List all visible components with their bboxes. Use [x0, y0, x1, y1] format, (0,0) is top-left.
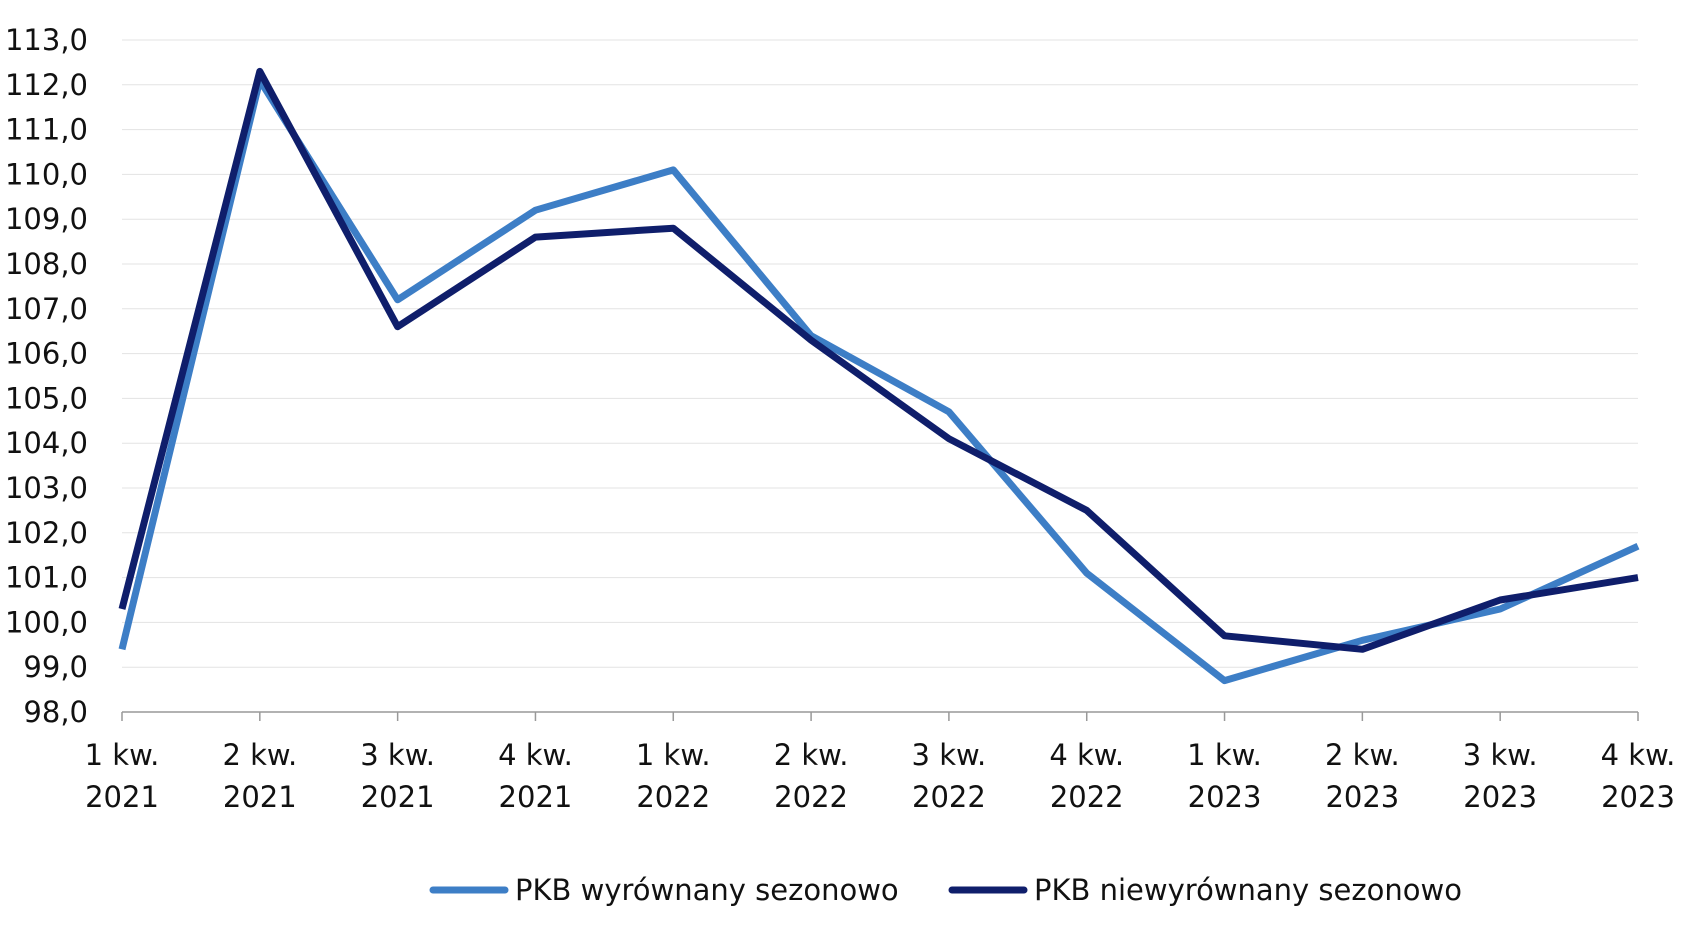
x-tick-label: 3 kw. 2022 — [912, 738, 987, 814]
x-tick-label: 2 kw. 2021 — [222, 738, 297, 814]
y-tick-label: 105,0 — [5, 381, 88, 415]
gridlines — [122, 39, 1638, 668]
x-tick-label: 4 kw. 2022 — [1049, 738, 1124, 814]
y-axis: 98,0 99,0 100,0 101,0 102,0 103,0 104,0 105,0 10… — [5, 23, 88, 729]
y-tick-label: 104,0 — [5, 426, 88, 460]
x-axis: 1 kw. 2021 2 kw. 2021 3 kw. 2021 4 kw. 2021 1 kw… — [85, 711, 1676, 814]
legend-label: PKB niewyrównany sezonowo — [1034, 873, 1462, 907]
y-tick-label: 98,0 — [23, 695, 88, 729]
y-tick-label: 111,0 — [5, 113, 88, 147]
y-tick-label: 112,0 — [5, 68, 88, 102]
y-tick-label: 107,0 — [5, 292, 88, 326]
y-tick-label: 110,0 — [5, 157, 88, 191]
x-tick-label: 3 kw. 2023 — [1463, 738, 1538, 814]
x-tick-label: 1 kw. 2023 — [1187, 738, 1262, 814]
x-tick-label: 2 kw. 2023 — [1325, 738, 1400, 814]
y-tick-label: 99,0 — [23, 650, 88, 684]
y-tick-label: 106,0 — [5, 337, 88, 371]
y-tick-label: 101,0 — [5, 561, 88, 595]
y-tick-label: 102,0 — [5, 516, 88, 550]
legend: PKB wyrównany sezonowo PKB niewyrównany s… — [429, 873, 1462, 907]
y-tick-label: 113,0 — [5, 23, 88, 57]
x-tick-label: 1 kw. 2022 — [636, 738, 711, 814]
x-tick-label: 1 kw. 2021 — [85, 738, 160, 814]
series-line-1 — [118, 76, 1640, 685]
x-tick-label: 3 kw. 2021 — [360, 738, 435, 814]
series-lines — [118, 67, 1640, 685]
y-tick-label: 100,0 — [5, 605, 88, 639]
legend-label: PKB wyrównany sezonowo — [515, 873, 899, 907]
x-tick-label: 4 kw. 2023 — [1601, 738, 1676, 814]
y-tick-label: 109,0 — [5, 202, 88, 236]
y-tick-label: 103,0 — [5, 471, 88, 505]
x-tick-label: 2 kw. 2022 — [774, 738, 849, 814]
x-tick-label: 4 kw. 2021 — [498, 738, 573, 814]
series-line-2 — [118, 67, 1639, 653]
y-tick-label: 108,0 — [5, 247, 88, 281]
